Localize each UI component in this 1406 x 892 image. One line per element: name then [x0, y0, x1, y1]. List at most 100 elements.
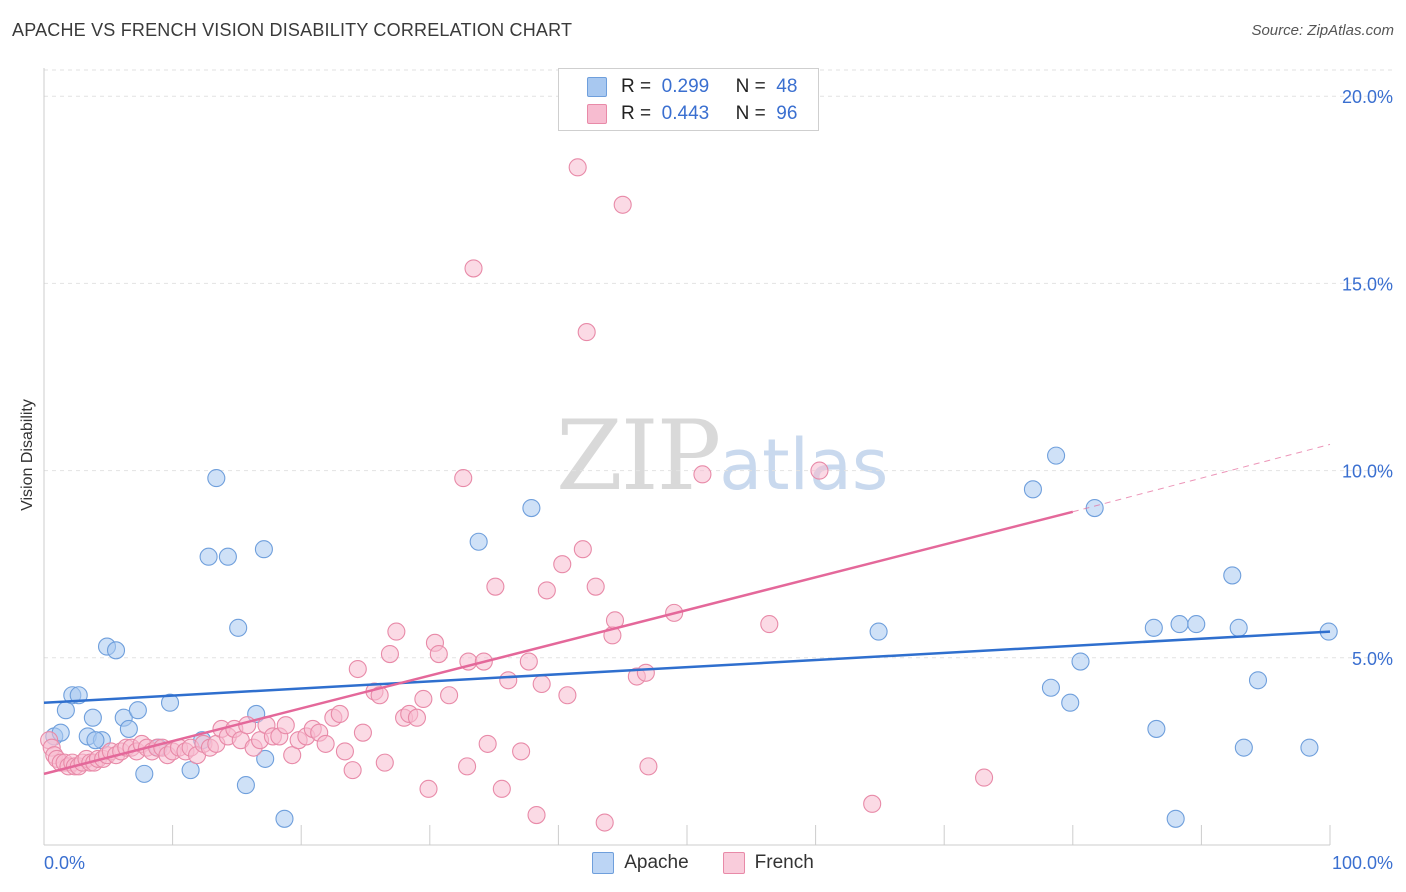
french-point — [464, 259, 483, 278]
apache-point — [135, 764, 154, 783]
french-point — [335, 742, 354, 761]
apache-point — [869, 622, 888, 641]
french-point — [387, 622, 406, 641]
french-point — [760, 615, 779, 634]
legend-row-french: R = 0.443 N = 96 — [587, 101, 797, 127]
apache-point — [1071, 652, 1090, 671]
apache-point — [256, 749, 275, 768]
french-point — [492, 779, 511, 798]
apache-point — [1166, 809, 1185, 828]
french-point — [636, 663, 655, 682]
apache-points — [45, 446, 1338, 828]
french-point — [353, 723, 372, 742]
legend-row-apache: R = 0.299 N = 48 — [587, 74, 797, 100]
apache-point — [86, 731, 105, 750]
apache-point — [181, 761, 200, 780]
series-legend-french[interactable]: French — [722, 852, 814, 874]
french-point — [343, 761, 362, 780]
apache-trend-line — [43, 630, 1331, 704]
apache-point — [1047, 446, 1066, 465]
french-point — [348, 659, 367, 679]
apache-point — [254, 540, 273, 559]
french-point — [316, 734, 335, 753]
apache-point — [236, 776, 255, 795]
apache-point — [229, 618, 248, 637]
apache-point — [1144, 618, 1163, 637]
apache-point — [199, 547, 218, 566]
french-point — [553, 555, 572, 574]
french-point — [613, 195, 632, 214]
trend-lines — [43, 443, 1331, 776]
french-point — [283, 746, 302, 765]
series-swatch-apache — [592, 852, 615, 874]
correlation-legend: R = 0.299 N = 48 R = 0.443 N = 96 — [558, 68, 819, 131]
apache-point — [1300, 738, 1319, 757]
y-tick-label: 10.0% — [1342, 462, 1393, 482]
legend-n-value: 96 — [776, 103, 798, 124]
french-point — [429, 645, 448, 664]
french-point — [577, 323, 596, 342]
apache-point — [207, 469, 226, 488]
watermark-zip: ZIP — [556, 400, 721, 512]
french-point — [558, 686, 577, 705]
french-point — [693, 465, 712, 484]
watermark-atlas: atlas — [719, 424, 889, 506]
apache-point — [1248, 671, 1268, 690]
y-tick-label: 5.0% — [1352, 649, 1393, 669]
french-point — [454, 469, 473, 488]
y-tick-label: 20.0% — [1342, 87, 1393, 107]
chart-source: Source: ZipAtlas.com — [1251, 22, 1394, 39]
french-point — [586, 577, 605, 596]
french-point — [478, 734, 497, 753]
apache-point — [469, 532, 488, 551]
legend-r-value: 0.443 — [661, 103, 710, 124]
french-point — [863, 794, 882, 813]
french-point — [380, 645, 399, 664]
french-point — [419, 779, 438, 798]
french-point — [370, 686, 389, 705]
series-legend-apache[interactable]: Apache — [592, 852, 689, 874]
apache-point — [1147, 719, 1166, 738]
apache-point — [218, 547, 237, 566]
watermark: ZIPatlas — [556, 400, 888, 512]
legend-r-label: R = — [621, 103, 652, 124]
french-point — [414, 689, 433, 709]
legend-swatch-apache — [587, 77, 607, 97]
french-point — [537, 581, 556, 600]
french-point — [407, 708, 426, 727]
legend-r-value: 0.299 — [661, 76, 710, 97]
apache-point — [1170, 615, 1189, 634]
legend-n-label: N = — [735, 103, 766, 124]
french-point — [512, 742, 531, 761]
legend-swatch-french — [587, 104, 607, 124]
french-point — [810, 461, 829, 480]
apache-point — [1187, 615, 1206, 634]
y-tick-label: 15.0% — [1342, 274, 1393, 294]
french-point — [975, 768, 994, 787]
legend-n-label: N = — [735, 76, 766, 97]
axes — [43, 68, 1331, 846]
apache-point — [1234, 738, 1253, 757]
apache-point — [160, 693, 180, 712]
apache-point — [119, 719, 138, 738]
french-point — [330, 704, 349, 724]
french-point — [595, 813, 614, 832]
french-point — [238, 716, 257, 735]
apache-point — [1023, 480, 1042, 499]
french-point — [639, 757, 658, 776]
french-point — [276, 716, 295, 735]
french-point — [527, 805, 546, 825]
series-label-apache: Apache — [624, 852, 689, 873]
legend-r-label: R = — [621, 76, 652, 97]
series-label-french: French — [754, 852, 814, 873]
apache-point — [83, 708, 102, 727]
french-point — [573, 540, 592, 559]
apache-point — [128, 701, 147, 720]
apache-point — [106, 641, 126, 660]
french-point — [532, 674, 551, 694]
gridlines — [44, 69, 1394, 659]
french-trend-line — [43, 510, 1074, 776]
x-tick-label-min: 0.0% — [44, 853, 85, 873]
french-point — [375, 753, 394, 772]
